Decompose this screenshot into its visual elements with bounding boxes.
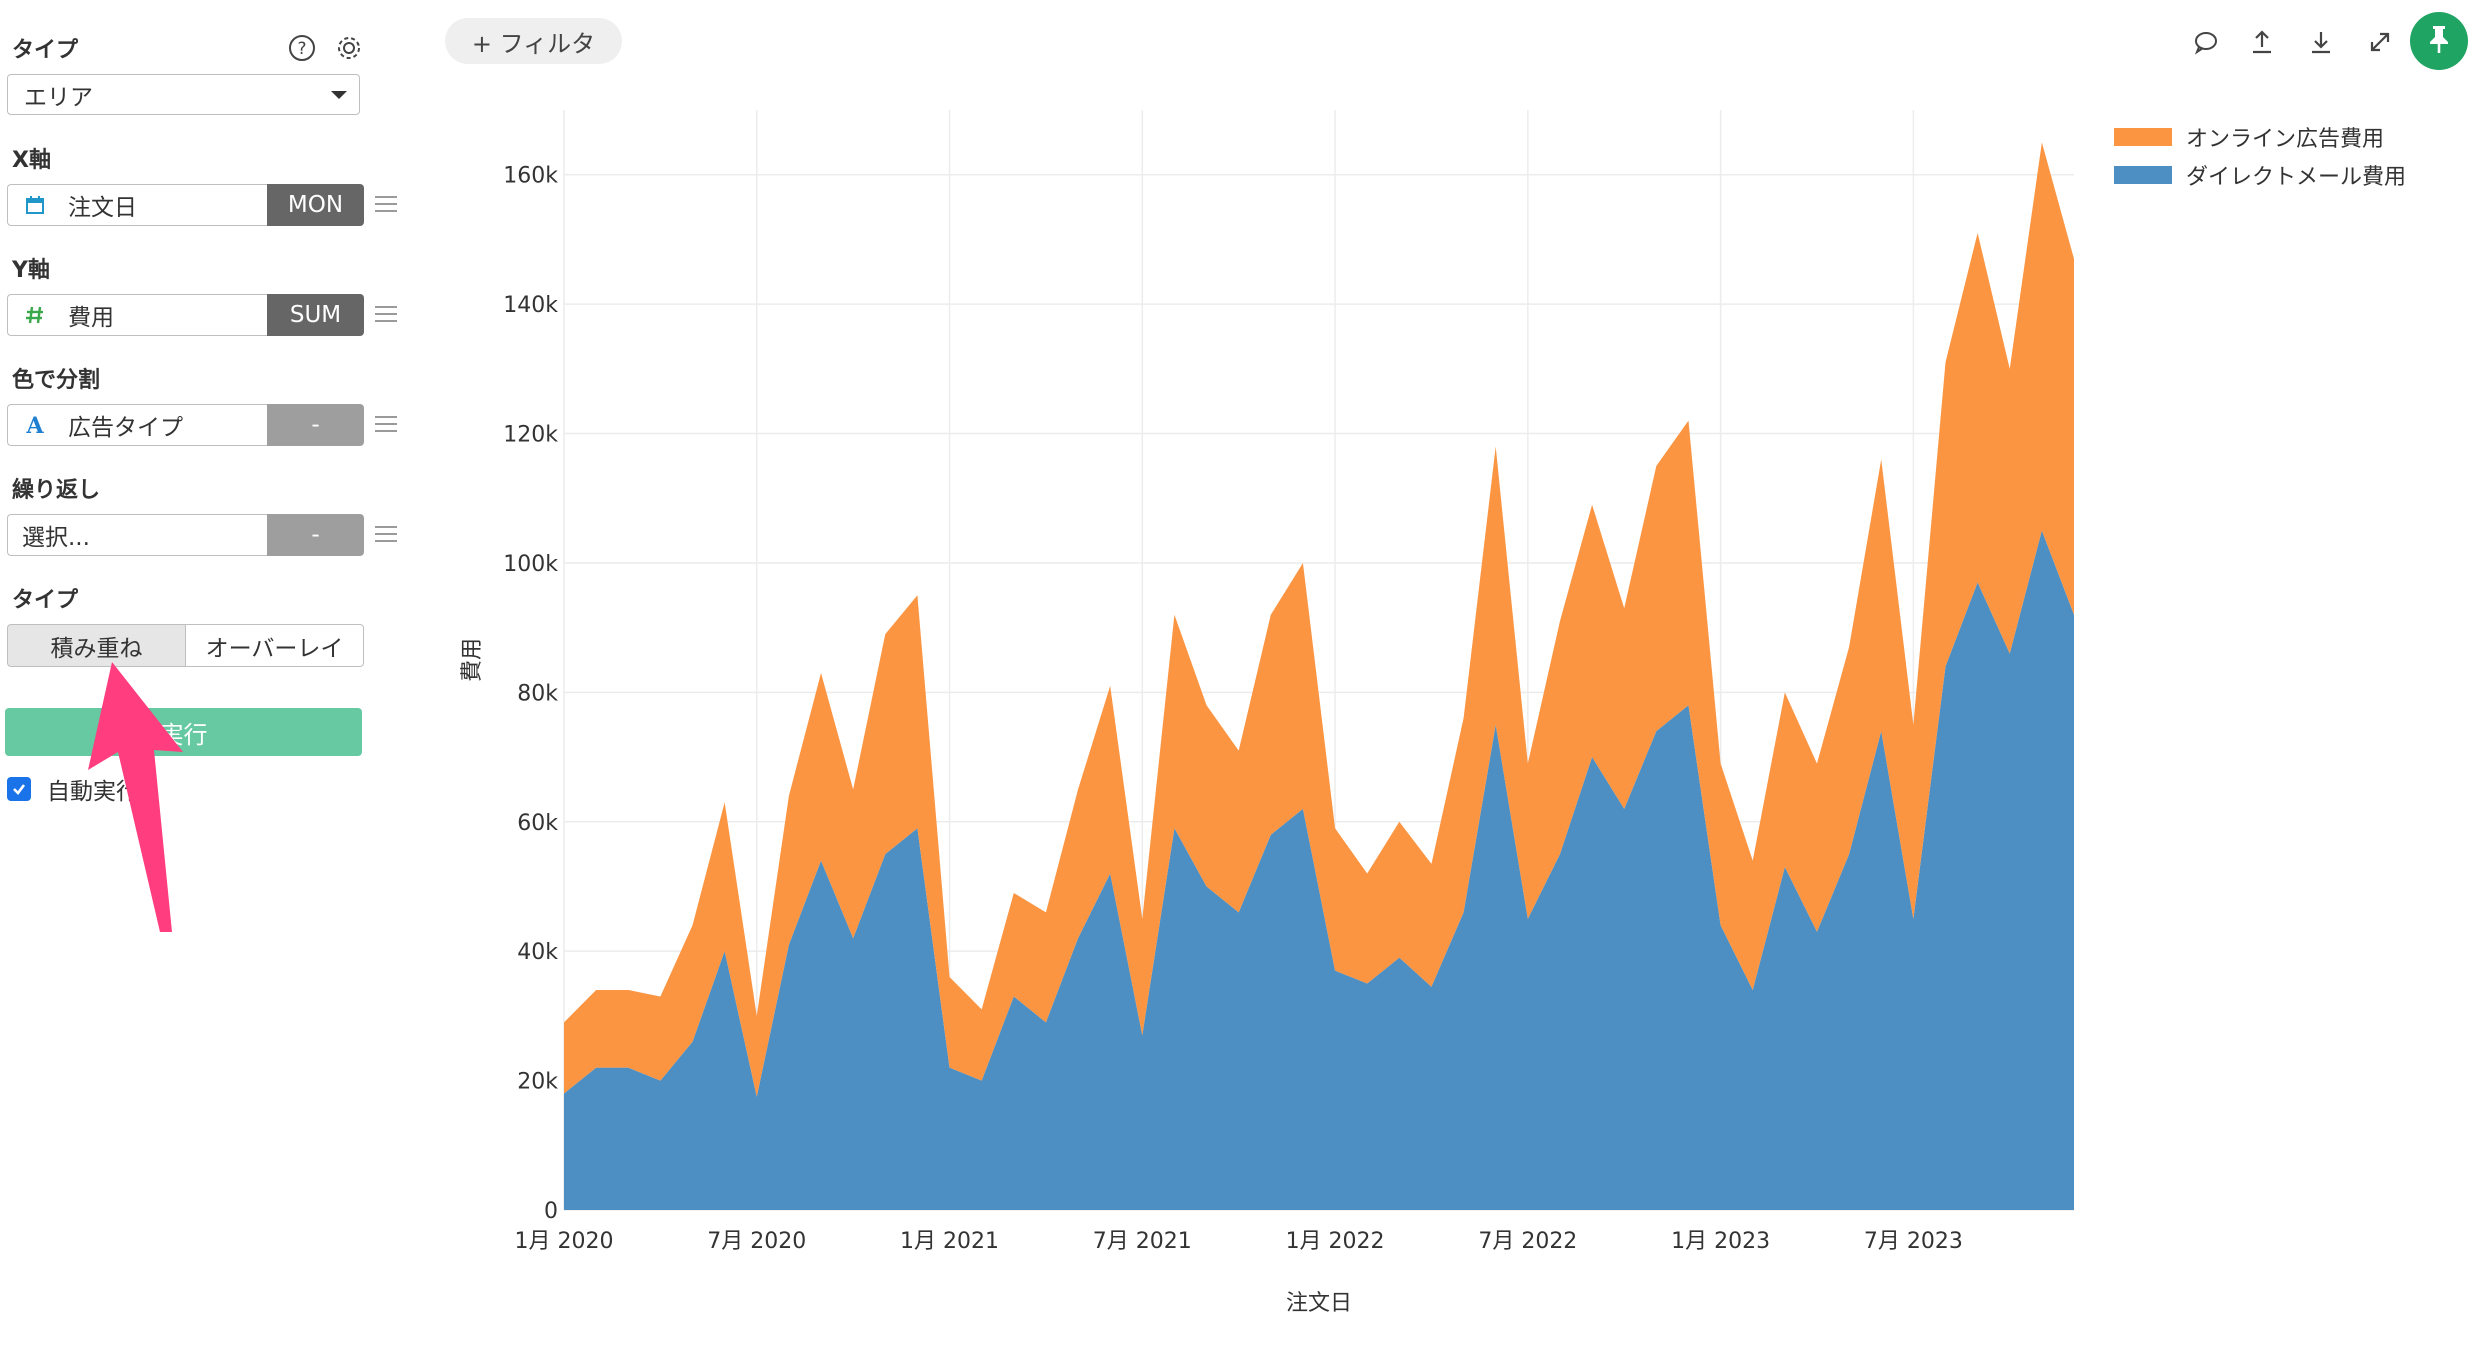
y-tick-label: 80k	[517, 681, 558, 706]
repeat-menu-icon[interactable]	[375, 526, 397, 544]
x-axis-menu-icon[interactable]	[375, 196, 397, 214]
auto-run-label: 自動実行	[47, 779, 139, 805]
y-tick-label: 160k	[503, 164, 558, 189]
repeat-label: 繰り返し	[12, 478, 101, 503]
y-tick-label: 100k	[503, 552, 558, 577]
y-axis-label: Y軸	[12, 258, 50, 283]
repeat-aggregation[interactable]: -	[267, 514, 364, 556]
color-split-aggregation[interactable]: -	[267, 404, 364, 446]
stacked-area-chart: 0 20k 40k 60k 80k 100k 120k 140k 160k 1月 2020 7月 …	[460, 110, 2406, 1316]
y-axis-menu-icon[interactable]	[375, 306, 397, 324]
area-mode-label: タイプ	[12, 588, 79, 613]
auto-run-row[interactable]: 自動実行	[7, 772, 139, 806]
x-axis-column[interactable]: 注文日	[7, 184, 267, 226]
color-split-column[interactable]: A 広告タイプ	[7, 404, 267, 446]
y-axis-column-name: 費用	[68, 305, 114, 331]
repeat-field[interactable]: 選択... -	[7, 514, 364, 556]
x-tick-label: 7月 2021	[1093, 1229, 1192, 1254]
x-tick-label: 1月 2020	[515, 1229, 614, 1254]
y-tick-label: 140k	[503, 293, 558, 318]
svg-text:A: A	[25, 414, 44, 436]
y-axis-title: 費用	[460, 638, 485, 682]
legend-swatch	[2114, 128, 2172, 146]
legend-label[interactable]: ダイレクトメール費用	[2186, 165, 2406, 190]
comment-icon[interactable]	[2189, 25, 2223, 59]
gear-icon[interactable]	[334, 33, 364, 63]
x-axis-aggregation[interactable]: MON	[267, 184, 364, 226]
y-axis-column[interactable]: 費用	[7, 294, 267, 336]
y-axis-aggregation[interactable]: SUM	[267, 294, 364, 336]
x-tick-label: 1月 2022	[1286, 1229, 1385, 1254]
pin-button[interactable]	[2410, 12, 2468, 70]
y-tick-label: 20k	[517, 1070, 558, 1095]
hash-icon	[22, 305, 48, 325]
stacked-button[interactable]: 積み重ね	[7, 624, 186, 667]
y-tick-label: 120k	[503, 423, 558, 448]
color-split-column-name: 広告タイプ	[68, 415, 183, 441]
x-axis-ticks: 1月 2020 7月 2020 1月 2021 7月 2021 1月 2022 7月 20…	[515, 1229, 1963, 1254]
chart-type-value: エリア	[24, 84, 93, 111]
overlay-button[interactable]: オーバーレイ	[186, 624, 364, 667]
legend-label[interactable]: オンライン広告費用	[2186, 127, 2384, 152]
help-icon[interactable]: ?	[287, 33, 317, 63]
x-axis-label: X軸	[12, 148, 51, 173]
area-series[interactable]	[564, 530, 2074, 1210]
color-split-menu-icon[interactable]	[375, 416, 397, 434]
chart-type-select[interactable]: エリア	[7, 74, 360, 115]
auto-run-checkbox[interactable]	[7, 777, 31, 801]
y-tick-label: 0	[544, 1199, 558, 1224]
repeat-placeholder: 選択...	[22, 525, 90, 551]
expand-icon[interactable]	[2363, 25, 2397, 59]
chevron-down-icon	[331, 91, 347, 99]
x-axis-title: 注文日	[1286, 1291, 1352, 1316]
chart-areas	[564, 142, 2074, 1210]
color-split-field[interactable]: A 広告タイプ -	[7, 404, 364, 446]
y-axis-ticks: 0 20k 40k 60k 80k 100k 120k 140k 160k	[503, 164, 558, 1224]
area-mode-toggle: 積み重ね オーバーレイ	[7, 624, 364, 667]
y-tick-label: 40k	[517, 940, 558, 965]
text-type-icon: A	[22, 414, 48, 436]
add-filter-button[interactable]: + フィルタ	[445, 18, 622, 64]
x-axis-column-name: 注文日	[68, 195, 137, 221]
chart-settings-sidebar: タイプ ? エリア X軸 注文日 MON Y軸 費用 SUM 色で分割	[0, 0, 410, 1350]
legend-swatch	[2114, 166, 2172, 184]
x-tick-label: 7月 2022	[1478, 1229, 1577, 1254]
y-tick-label: 60k	[517, 811, 558, 836]
svg-text:?: ?	[297, 39, 306, 59]
x-axis-field[interactable]: 注文日 MON	[7, 184, 364, 226]
x-tick-label: 1月 2023	[1671, 1229, 1770, 1254]
pin-icon	[2426, 24, 2452, 58]
download-icon[interactable]	[2304, 25, 2338, 59]
x-tick-label: 1月 2021	[900, 1229, 999, 1254]
run-button[interactable]: 実行	[5, 708, 362, 756]
upload-icon[interactable]	[2245, 25, 2279, 59]
x-tick-label: 7月 2020	[707, 1229, 806, 1254]
repeat-column[interactable]: 選択...	[7, 514, 267, 556]
calendar-icon	[22, 195, 48, 215]
color-split-label: 色で分割	[12, 368, 101, 393]
x-tick-label: 7月 2023	[1864, 1229, 1963, 1254]
y-axis-field[interactable]: 費用 SUM	[7, 294, 364, 336]
chart-type-label: タイプ	[12, 38, 79, 63]
